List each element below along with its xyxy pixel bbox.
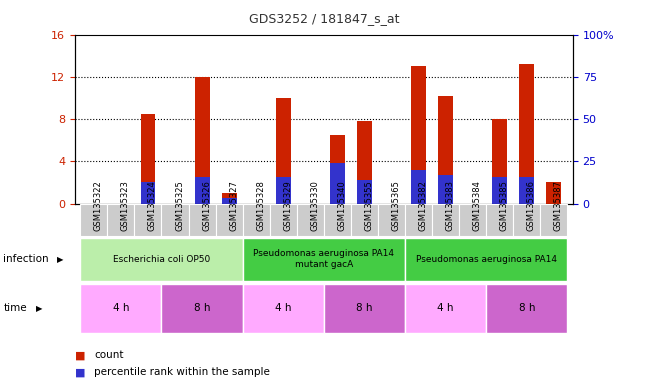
Bar — [222, 198, 236, 204]
Text: GSM135365: GSM135365 — [391, 180, 400, 230]
FancyBboxPatch shape — [540, 204, 568, 236]
Text: GSM135325: GSM135325 — [175, 180, 184, 230]
Bar — [492, 177, 507, 204]
FancyBboxPatch shape — [378, 204, 405, 236]
FancyBboxPatch shape — [486, 204, 514, 236]
Bar — [276, 177, 291, 204]
Text: infection: infection — [3, 254, 49, 264]
Bar — [546, 182, 561, 204]
Text: 4 h: 4 h — [113, 303, 129, 313]
Text: GSM135323: GSM135323 — [121, 180, 130, 230]
Text: Pseudomonas aeruginosa PA14: Pseudomonas aeruginosa PA14 — [416, 255, 557, 264]
Text: 4 h: 4 h — [437, 303, 454, 313]
Bar — [519, 177, 534, 204]
FancyBboxPatch shape — [215, 204, 243, 236]
Bar — [411, 66, 426, 204]
Text: ■: ■ — [75, 367, 85, 377]
Text: GSM135340: GSM135340 — [337, 180, 346, 230]
Text: ▶: ▶ — [36, 304, 42, 313]
Text: GSM135355: GSM135355 — [365, 180, 374, 230]
Text: GSM135328: GSM135328 — [256, 180, 265, 230]
Text: GSM135384: GSM135384 — [473, 180, 482, 230]
Text: Pseudomonas aeruginosa PA14
mutant gacA: Pseudomonas aeruginosa PA14 mutant gacA — [253, 250, 395, 269]
FancyBboxPatch shape — [351, 204, 378, 236]
Bar — [438, 175, 453, 204]
FancyBboxPatch shape — [243, 204, 270, 236]
FancyBboxPatch shape — [324, 204, 351, 236]
Text: 8 h: 8 h — [194, 303, 210, 313]
Bar — [492, 119, 507, 204]
Text: count: count — [94, 350, 124, 360]
FancyBboxPatch shape — [432, 204, 459, 236]
FancyBboxPatch shape — [243, 284, 324, 333]
Text: GSM135326: GSM135326 — [202, 180, 211, 230]
FancyBboxPatch shape — [243, 238, 405, 281]
FancyBboxPatch shape — [107, 204, 134, 236]
Bar — [357, 121, 372, 204]
FancyBboxPatch shape — [514, 204, 540, 236]
Bar — [141, 182, 156, 204]
FancyBboxPatch shape — [405, 238, 568, 281]
Bar — [276, 98, 291, 204]
FancyBboxPatch shape — [486, 284, 568, 333]
Text: GSM135386: GSM135386 — [527, 180, 536, 231]
FancyBboxPatch shape — [161, 204, 189, 236]
Text: ■: ■ — [75, 350, 85, 360]
Text: GSM135387: GSM135387 — [554, 180, 563, 231]
Bar — [222, 193, 236, 204]
Text: GSM135327: GSM135327 — [229, 180, 238, 230]
FancyBboxPatch shape — [134, 204, 161, 236]
Bar — [330, 135, 345, 204]
Text: ▶: ▶ — [57, 255, 63, 264]
FancyBboxPatch shape — [80, 284, 161, 333]
Text: GSM135330: GSM135330 — [311, 180, 320, 230]
Bar — [438, 96, 453, 204]
Text: Escherichia coli OP50: Escherichia coli OP50 — [113, 255, 210, 264]
FancyBboxPatch shape — [297, 204, 324, 236]
Bar — [141, 114, 156, 204]
Text: GSM135324: GSM135324 — [148, 180, 157, 230]
Bar — [519, 64, 534, 204]
Text: GDS3252 / 181847_s_at: GDS3252 / 181847_s_at — [249, 12, 399, 25]
Text: GSM135322: GSM135322 — [94, 180, 103, 230]
FancyBboxPatch shape — [189, 204, 215, 236]
Text: time: time — [3, 303, 27, 313]
FancyBboxPatch shape — [405, 204, 432, 236]
Bar — [330, 164, 345, 204]
Bar — [195, 177, 210, 204]
Bar — [195, 77, 210, 204]
Text: GSM135383: GSM135383 — [446, 180, 454, 231]
Text: 4 h: 4 h — [275, 303, 292, 313]
Text: 8 h: 8 h — [519, 303, 535, 313]
Bar — [411, 170, 426, 204]
FancyBboxPatch shape — [459, 204, 486, 236]
Text: GSM135382: GSM135382 — [419, 180, 428, 230]
Text: percentile rank within the sample: percentile rank within the sample — [94, 367, 270, 377]
FancyBboxPatch shape — [270, 204, 297, 236]
Bar — [357, 180, 372, 204]
Text: 8 h: 8 h — [356, 303, 373, 313]
FancyBboxPatch shape — [324, 284, 405, 333]
Text: GSM135385: GSM135385 — [500, 180, 509, 230]
FancyBboxPatch shape — [161, 284, 243, 333]
FancyBboxPatch shape — [80, 204, 107, 236]
FancyBboxPatch shape — [405, 284, 486, 333]
FancyBboxPatch shape — [80, 238, 243, 281]
Text: GSM135329: GSM135329 — [283, 180, 292, 230]
